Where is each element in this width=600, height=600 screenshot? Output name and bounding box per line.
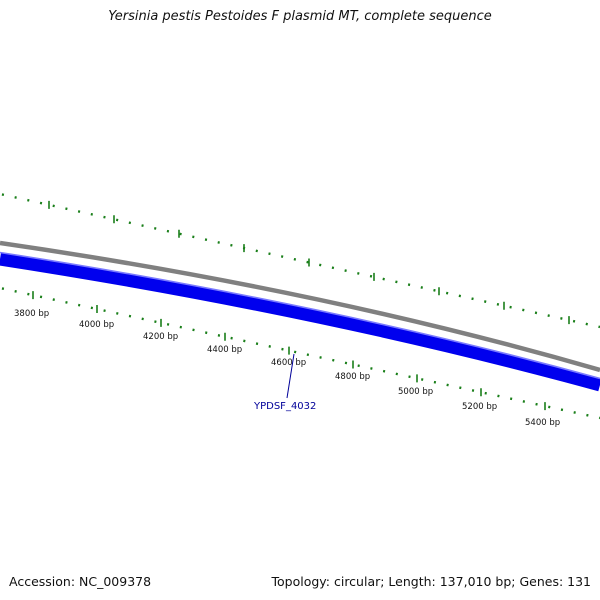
inner-major-ticks [32, 291, 546, 411]
ruler-label: 4200 bp [143, 332, 178, 342]
ruler-label: 4800 bp [335, 372, 370, 382]
ruler-label: 5200 bp [462, 402, 497, 412]
gene-band-highlight [0, 251, 600, 380]
ruler-label: 4000 bp [79, 320, 114, 330]
ruler-labels: 3800 bp 4000 bp 4200 bp 4400 bp 4600 bp … [14, 309, 560, 428]
ruler-label: 5000 bp [398, 387, 433, 397]
map-title: Yersinia pestis Pestoides F plasmid MT, … [108, 9, 492, 24]
gene-label[interactable]: YPDSF_4032 [253, 401, 316, 412]
ruler-label: 4600 bp [271, 358, 306, 368]
topology-summary: Topology: circular; Length: 137,010 bp; … [271, 574, 592, 589]
sequence-backbone [0, 240, 600, 373]
ruler-label: 4400 bp [207, 345, 242, 355]
gene-feature-ypdsf-4032[interactable] [0, 251, 600, 392]
outer-major-ticks [48, 200, 570, 325]
ruler-label: 5400 bp [525, 418, 560, 428]
inner-tick-ring [0, 286, 600, 420]
ruler-label: 3800 bp [14, 309, 49, 319]
gene-band[interactable] [0, 252, 600, 392]
gene-label-leader [286, 353, 295, 399]
outer-tick-ring [0, 192, 600, 329]
accession-text: Accession: NC_009378 [9, 574, 152, 589]
